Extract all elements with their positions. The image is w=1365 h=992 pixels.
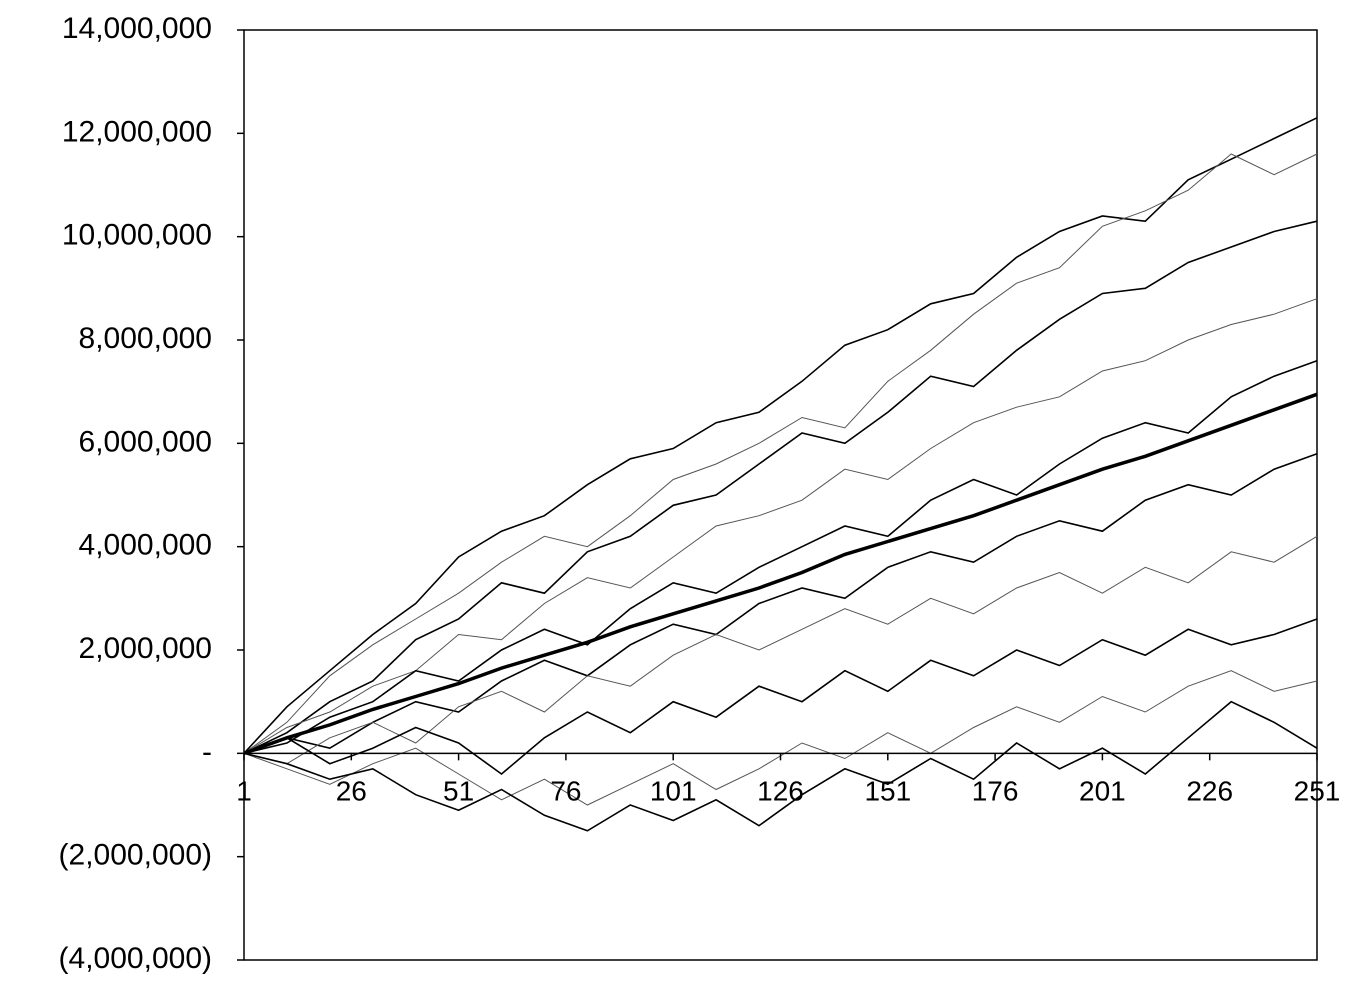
x-tick-label: 151	[864, 776, 911, 807]
y-tick-label: -	[202, 735, 212, 768]
walk-line	[243, 359, 1318, 755]
walk-line	[243, 452, 1318, 755]
walk-line	[243, 392, 1318, 755]
y-tick-label: 6,000,000	[79, 425, 212, 458]
walk-line	[243, 535, 1318, 765]
walk-line	[243, 220, 1318, 755]
y-tick-label: 2,000,000	[79, 632, 212, 665]
x-tick-label: 226	[1186, 776, 1233, 807]
x-tick-label: 101	[650, 776, 697, 807]
x-tick-label: 76	[550, 776, 581, 807]
y-tick-label: (2,000,000)	[59, 839, 212, 872]
plot-frame	[243, 29, 1318, 961]
y-tick-label: 4,000,000	[79, 529, 212, 562]
walk-line	[243, 153, 1318, 754]
x-tick-label: 126	[757, 776, 804, 807]
y-tick-label: 14,000,000	[62, 12, 212, 45]
walk-line	[243, 117, 1318, 754]
x-tick-label: 1	[236, 776, 252, 807]
x-tick-label: 201	[1079, 776, 1126, 807]
x-tick-label: 51	[443, 776, 474, 807]
x-tick-label: 26	[336, 776, 367, 807]
walk-line	[243, 618, 1318, 776]
y-tick-label: 10,000,000	[62, 219, 212, 252]
y-tick-label: 12,000,000	[62, 115, 212, 148]
y-tick-label: 8,000,000	[79, 322, 212, 355]
walk-line	[243, 700, 1318, 832]
x-tick-label: 176	[972, 776, 1019, 807]
walk-line	[243, 298, 1318, 754]
x-tick-label: 251	[1294, 776, 1341, 807]
y-tick-label: (4,000,000)	[59, 942, 212, 975]
